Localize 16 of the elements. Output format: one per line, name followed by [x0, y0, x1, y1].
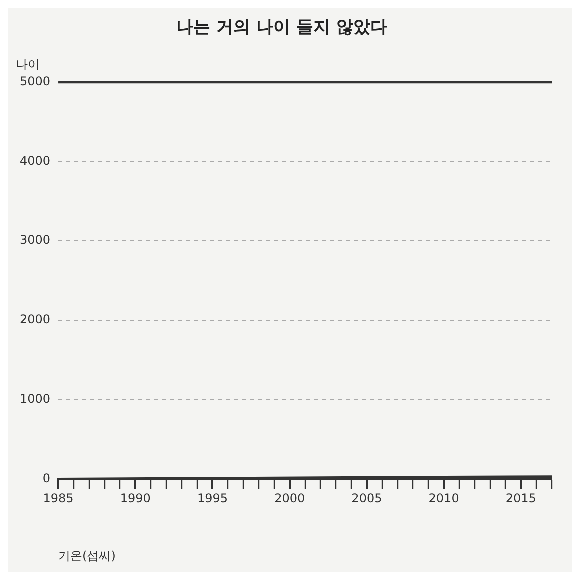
x-tick-label: 1990 [120, 492, 151, 506]
chart-title: 나는 거의 나이 들지 않았다 [176, 18, 388, 38]
x-tick-label: 1995 [197, 492, 228, 506]
x-axis-title: 기온(섭씨) [58, 548, 116, 563]
x-tick-label: 2005 [352, 492, 382, 506]
x-tick-label: 2015 [506, 492, 536, 506]
x-tick-label: 2010 [428, 492, 460, 506]
y-tick-label: 1000 [20, 392, 51, 406]
y-tick-label: 0 [42, 471, 51, 486]
y-tick-label: 4000 [20, 154, 51, 168]
x-tick-label: 2000 [274, 492, 306, 506]
y-axis-title: 나이 [16, 57, 40, 72]
y-tick-label: 2000 [20, 312, 51, 327]
y-tick-label: 5000 [20, 74, 51, 89]
y-tick-label: 3000 [20, 233, 51, 248]
x-tick-label: 1985 [43, 492, 74, 506]
